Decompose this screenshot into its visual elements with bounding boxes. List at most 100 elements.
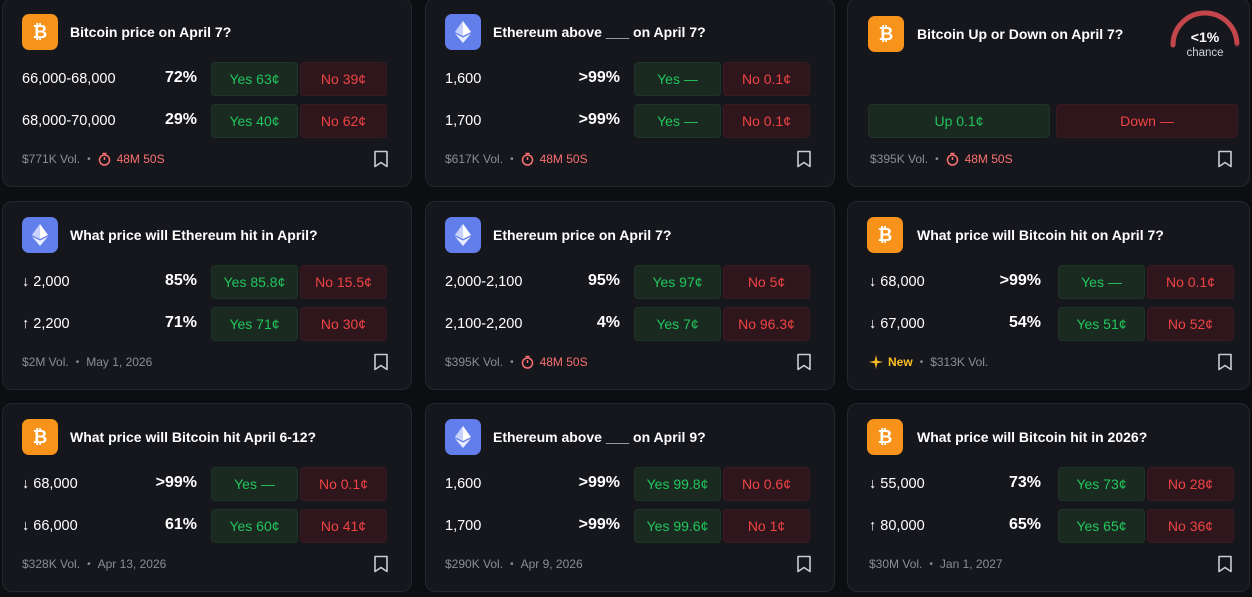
buy-no-button[interactable]: No 0.1¢ bbox=[300, 467, 387, 501]
buy-no-button[interactable]: No 41¢ bbox=[300, 509, 387, 543]
buy-up-button[interactable]: Up 0.1¢ bbox=[868, 104, 1050, 138]
outcome-label: 1,600 bbox=[445, 476, 482, 492]
bookmark-icon[interactable] bbox=[1217, 353, 1233, 371]
market-card[interactable]: Ethereum above ___ on April 9? 1,600 >99… bbox=[425, 403, 835, 592]
buy-yes-button[interactable]: Yes 63¢ bbox=[211, 62, 298, 96]
arrow-down-icon: ↓ bbox=[869, 476, 877, 492]
buy-no-button[interactable]: No 0.6¢ bbox=[723, 467, 810, 501]
market-title[interactable]: Ethereum above ___ on April 7? bbox=[493, 24, 706, 40]
separator-dot: • bbox=[935, 153, 939, 165]
arrow-up-icon: ↑ bbox=[22, 316, 30, 332]
new-label: New bbox=[888, 355, 913, 369]
bookmark-icon[interactable] bbox=[796, 353, 812, 371]
outcome-probability: 61% bbox=[164, 516, 197, 533]
buy-no-button[interactable]: No 62¢ bbox=[300, 104, 387, 138]
chance-label: chance bbox=[1186, 47, 1224, 59]
buy-yes-button[interactable]: Yes 71¢ bbox=[211, 307, 298, 341]
buy-no-button[interactable]: No 96.3¢ bbox=[723, 307, 810, 341]
bookmark-icon[interactable] bbox=[373, 150, 389, 168]
outcome-probability: >99% bbox=[578, 111, 620, 128]
market-title[interactable]: What price will Bitcoin hit April 6-12? bbox=[70, 429, 317, 445]
bookmark-icon[interactable] bbox=[796, 150, 812, 168]
buy-yes-button[interactable]: Yes 40¢ bbox=[211, 104, 298, 138]
chance-value: <1% bbox=[1190, 29, 1220, 45]
market-card[interactable]: Ethereum above ___ on April 7? 1,600 >99… bbox=[425, 0, 835, 187]
arrow-down-icon: ↓ bbox=[22, 476, 30, 492]
buy-yes-button[interactable]: Yes 51¢ bbox=[1058, 307, 1145, 341]
market-card[interactable]: ₿ What price will Bitcoin hit on April 7… bbox=[847, 201, 1250, 390]
outcome-row: ↓ 66,000 61% Yes 60¢ No 41¢ bbox=[3, 509, 411, 543]
buy-yes-button[interactable]: Yes 60¢ bbox=[211, 509, 298, 543]
buy-yes-button[interactable]: Yes 73¢ bbox=[1058, 467, 1145, 501]
market-title[interactable]: Ethereum price on April 7? bbox=[493, 227, 672, 243]
buy-no-button[interactable]: No 0.1¢ bbox=[1147, 265, 1234, 299]
buy-no-button[interactable]: No 36¢ bbox=[1147, 509, 1234, 543]
buy-yes-button[interactable]: Yes — bbox=[211, 467, 298, 501]
card-footer: New • $313K Vol. bbox=[869, 354, 988, 370]
outcome-label: 1,600 bbox=[445, 71, 482, 87]
card-footer: $2M Vol. • May 1, 2026 bbox=[22, 354, 152, 370]
countdown-text: 48M 50S bbox=[539, 152, 588, 166]
market-card[interactable]: ₿ Bitcoin Up or Down on April 7? <1% cha… bbox=[847, 0, 1250, 187]
buy-yes-button[interactable]: Yes 85.8¢ bbox=[211, 265, 298, 299]
market-title[interactable]: What price will Ethereum hit in April? bbox=[70, 227, 318, 243]
buy-yes-button[interactable]: Yes — bbox=[634, 62, 721, 96]
outcome-row: 68,000-70,000 29% Yes 40¢ No 62¢ bbox=[3, 104, 411, 138]
ethereum-icon bbox=[22, 217, 58, 253]
end-date: May 1, 2026 bbox=[86, 355, 153, 369]
bookmark-icon[interactable] bbox=[796, 555, 812, 573]
buy-no-button[interactable]: No 15.5¢ bbox=[300, 265, 387, 299]
outcome-row: 1,700 >99% Yes — No 0.1¢ bbox=[426, 104, 834, 138]
buy-yes-button[interactable]: Yes 99.8¢ bbox=[634, 467, 721, 501]
buy-yes-button[interactable]: Yes — bbox=[1058, 265, 1145, 299]
bitcoin-icon: ₿ bbox=[867, 419, 903, 455]
countdown-timer: 48M 50S bbox=[521, 152, 588, 166]
volume-text: $313K Vol. bbox=[930, 355, 989, 369]
buy-no-button[interactable]: No 30¢ bbox=[300, 307, 387, 341]
countdown-text: 48M 50S bbox=[964, 152, 1013, 166]
bookmark-icon[interactable] bbox=[373, 353, 389, 371]
market-title[interactable]: Bitcoin price on April 7? bbox=[70, 24, 232, 40]
volume-text: $771K Vol. bbox=[22, 152, 81, 166]
market-title[interactable]: Bitcoin Up or Down on April 7? bbox=[917, 26, 1124, 42]
market-card[interactable]: What price will Ethereum hit in April? ↓… bbox=[2, 201, 412, 390]
buy-yes-button[interactable]: Yes 7¢ bbox=[634, 307, 721, 341]
bitcoin-icon: ₿ bbox=[22, 419, 58, 455]
outcome-label: 2,100-2,200 bbox=[445, 316, 523, 332]
market-title[interactable]: What price will Bitcoin hit on April 7? bbox=[917, 227, 1164, 243]
market-title[interactable]: What price will Bitcoin hit in 2026? bbox=[917, 429, 1148, 445]
buy-no-button[interactable]: No 0.1¢ bbox=[723, 62, 810, 96]
market-card[interactable]: Ethereum price on April 7? 2,000-2,100 9… bbox=[425, 201, 835, 390]
arrow-down-icon: ↓ bbox=[869, 316, 877, 332]
market-card[interactable]: ₿ Bitcoin price on April 7? 66,000-68,00… bbox=[2, 0, 412, 187]
volume-text: $617K Vol. bbox=[445, 152, 504, 166]
bookmark-icon[interactable] bbox=[1217, 555, 1233, 573]
outcome-label: ↓ 67,000 bbox=[869, 316, 925, 332]
bookmark-icon[interactable] bbox=[373, 555, 389, 573]
outcome-row: 2,000-2,100 95% Yes 97¢ No 5¢ bbox=[426, 265, 834, 299]
outcome-probability: 54% bbox=[1008, 314, 1041, 331]
outcome-probability: >99% bbox=[578, 69, 620, 86]
separator-dot: • bbox=[75, 356, 80, 368]
buy-no-button[interactable]: No 0.1¢ bbox=[723, 104, 810, 138]
buy-yes-button[interactable]: Yes — bbox=[634, 104, 721, 138]
buy-no-button[interactable]: No 52¢ bbox=[1147, 307, 1234, 341]
buy-no-button[interactable]: No 39¢ bbox=[300, 62, 387, 96]
bookmark-icon[interactable] bbox=[1217, 150, 1233, 168]
market-card[interactable]: ₿ What price will Bitcoin hit April 6-12… bbox=[2, 403, 412, 592]
buy-yes-button[interactable]: Yes 65¢ bbox=[1058, 509, 1145, 543]
market-title[interactable]: Ethereum above ___ on April 9? bbox=[493, 429, 706, 445]
outcome-probability: 65% bbox=[1008, 516, 1041, 533]
market-card[interactable]: ₿ What price will Bitcoin hit in 2026? ↓… bbox=[847, 403, 1250, 592]
card-footer: $328K Vol. • Apr 13, 2026 bbox=[22, 556, 166, 572]
buy-down-button[interactable]: Down — bbox=[1056, 104, 1238, 138]
outcome-probability: 85% bbox=[164, 272, 197, 289]
buy-no-button[interactable]: No 5¢ bbox=[723, 265, 810, 299]
outcome-label: ↑ 80,000 bbox=[869, 518, 925, 534]
end-date: Apr 13, 2026 bbox=[97, 557, 167, 571]
outcome-label: ↓ 2,000 bbox=[22, 274, 70, 290]
buy-no-button[interactable]: No 1¢ bbox=[723, 509, 810, 543]
buy-no-button[interactable]: No 28¢ bbox=[1147, 467, 1234, 501]
buy-yes-button[interactable]: Yes 97¢ bbox=[634, 265, 721, 299]
buy-yes-button[interactable]: Yes 99.6¢ bbox=[634, 509, 721, 543]
